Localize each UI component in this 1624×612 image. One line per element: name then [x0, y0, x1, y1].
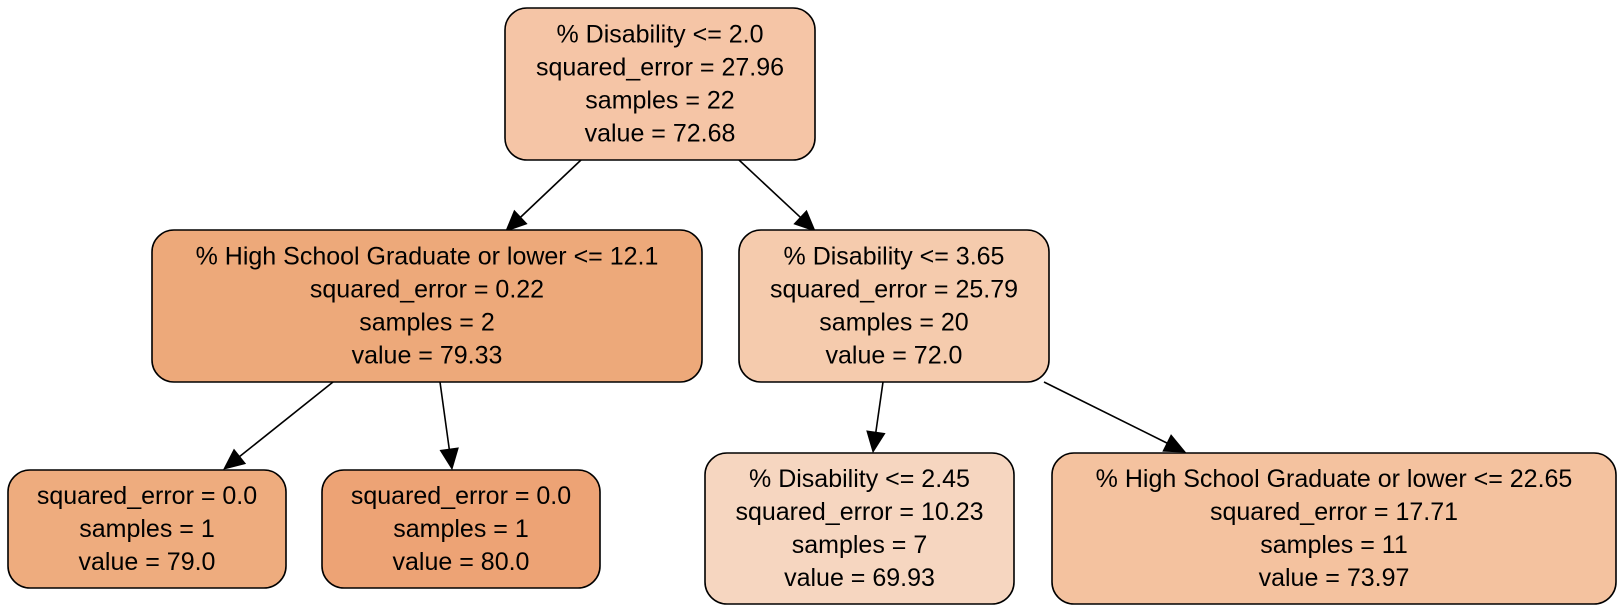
node-text-line: % Disability <= 3.65 — [784, 243, 1005, 271]
edge-n1-to-n2 — [223, 381, 334, 470]
arrowhead-icon — [866, 430, 886, 454]
node-text-line: value = 72.68 — [585, 120, 736, 148]
tree-node-n1: % High School Graduate or lower <= 12.1 s… — [151, 229, 703, 383]
tree-node-n6: % High School Graduate or lower <= 22.65… — [1051, 452, 1617, 605]
edge-n0-to-n1 — [505, 159, 582, 232]
node-text-line: samples = 20 — [819, 309, 968, 337]
edge-line — [738, 159, 801, 218]
arrowhead-icon — [223, 448, 247, 470]
edge-line — [1043, 381, 1168, 444]
node-text-line: squared_error = 0.22 — [310, 276, 544, 304]
node-text-line: value = 80.0 — [393, 548, 530, 576]
edge-n0-to-n4 — [738, 159, 816, 232]
node-text-line: samples = 22 — [585, 87, 734, 115]
edge-n1-to-n3 — [439, 381, 459, 471]
edge-n4-to-n5 — [866, 381, 886, 454]
node-text-line: squared_error = 25.79 — [770, 276, 1018, 304]
edge-line — [439, 381, 451, 450]
node-box — [151, 229, 703, 383]
tree-node-n2: squared_error = 0.0 samples = 1 value = 79… — [7, 469, 287, 589]
arrowhead-icon — [505, 209, 528, 232]
node-text-line: squared_error = 17.71 — [1210, 498, 1458, 526]
node-text-line: samples = 11 — [1260, 531, 1408, 559]
tree-node-n4: % Disability <= 3.65 squared_error = 25.7… — [738, 229, 1050, 383]
node-text-line: squared_error = 0.0 — [351, 482, 571, 510]
node-box — [704, 452, 1015, 605]
node-text-line: squared_error = 10.23 — [735, 498, 983, 526]
tree-node-n3: squared_error = 0.0 samples = 1 value = 80… — [321, 469, 601, 589]
node-text-line: % Disability <= 2.0 — [556, 21, 763, 49]
node-box — [321, 469, 601, 589]
node-box — [7, 469, 287, 589]
arrowhead-icon — [439, 447, 459, 471]
node-text-line: % High School Graduate or lower <= 22.65 — [1096, 465, 1573, 493]
node-box — [738, 229, 1050, 383]
node-text-line: value = 69.93 — [784, 564, 935, 592]
edge-line — [239, 381, 334, 458]
node-text-line: value = 79.0 — [79, 548, 216, 576]
node-text-line: squared_error = 27.96 — [536, 54, 784, 82]
arrowhead-icon — [1162, 434, 1187, 453]
tree-node-n5: % Disability <= 2.45 squared_error = 10.2… — [704, 452, 1015, 605]
node-text-line: samples = 7 — [792, 531, 928, 559]
node-box — [504, 7, 816, 161]
arrowhead-icon — [793, 209, 816, 232]
node-text-line: % Disability <= 2.45 — [749, 465, 970, 493]
edge-n4-to-n6 — [1043, 381, 1187, 453]
edge-line — [519, 159, 582, 218]
node-text-line: value = 72.0 — [826, 342, 963, 370]
node-text-line: % High School Graduate or lower <= 12.1 — [196, 243, 659, 271]
node-text-line: samples = 2 — [359, 309, 495, 337]
tree-edges — [223, 159, 1187, 471]
node-text-line: samples = 1 — [393, 515, 529, 543]
node-text-line: value = 79.33 — [352, 342, 503, 370]
node-text-line: samples = 1 — [79, 515, 215, 543]
edge-line — [875, 381, 884, 433]
tree-nodes: % Disability <= 2.0 squared_error = 27.96… — [7, 7, 1617, 605]
node-box — [1051, 452, 1617, 605]
node-text-line: value = 73.97 — [1259, 564, 1410, 592]
node-text-line: squared_error = 0.0 — [37, 482, 257, 510]
tree-node-n0: % Disability <= 2.0 squared_error = 27.96… — [504, 7, 816, 161]
